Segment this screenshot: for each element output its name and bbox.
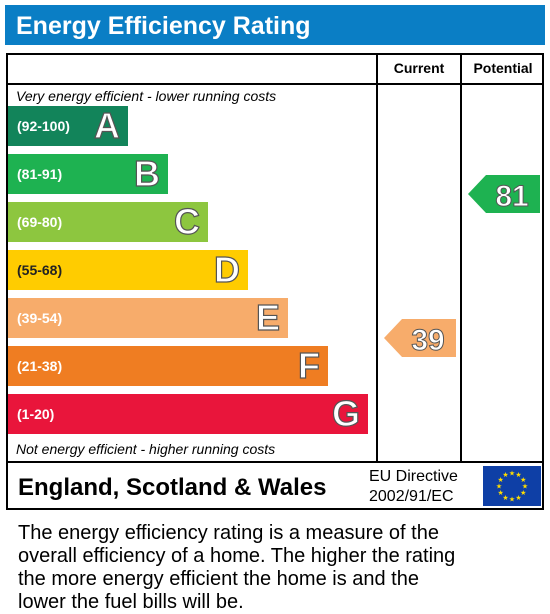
description: The energy efficiency rating is a measur… [18, 522, 538, 614]
current-rating-arrow: 39 [384, 319, 456, 358]
band-letter: B [133, 152, 160, 194]
rating-band-c: (69-80) C [8, 200, 208, 243]
band-range-label: (1-20) [17, 406, 55, 422]
star-icon: ★ [509, 470, 515, 478]
chart-title: Energy Efficiency Rating [16, 12, 311, 40]
region-label: England, Scotland & Wales [18, 474, 327, 501]
band-range-label: (55-68) [17, 262, 63, 278]
eu-directive: EU Directive 2002/91/EC [369, 467, 458, 507]
eu-stars: ★ ★★★★★★★★★★★ [496, 470, 528, 504]
rating-band-a: (92-100) A [8, 104, 128, 147]
rating-band-b: (81-91) B [8, 152, 168, 195]
rating-band-e: (39-54) E [8, 296, 288, 339]
star-icon: ★ [520, 476, 526, 484]
band-range-label: (69-80) [17, 214, 63, 230]
rating-band-g: (1-20) G [8, 392, 368, 435]
column-divider [376, 53, 378, 463]
note-not-efficient: Not energy efficient - higher running co… [16, 441, 276, 457]
footer-divider [6, 461, 544, 463]
star-icon: ★ [502, 471, 508, 479]
star-icon: ★ [498, 476, 504, 484]
star-icon: ★ [509, 496, 515, 504]
eu-directive-line-1: EU Directive [369, 468, 458, 485]
star-icon: ★ [515, 494, 521, 502]
potential-rating-value: 81 [495, 180, 528, 213]
column-divider [460, 53, 462, 463]
star-icon: ★ [502, 494, 508, 502]
title-banner: Energy Efficiency Rating [5, 5, 545, 45]
band-range-label: (39-54) [17, 310, 63, 326]
rating-band-f: (21-38) F [8, 344, 328, 387]
band-range-label: (81-91) [17, 166, 63, 182]
eu-flag-icon: ★ ★ ★ ★ ★ ★ ★ ★ ★ ★ ★ ★ [483, 466, 541, 506]
rating-table [6, 53, 544, 510]
band-letter: C [173, 200, 200, 242]
eu-directive-line-2: 2002/91/EC [369, 488, 454, 505]
description-line: The energy efficiency rating is a measur… [18, 522, 439, 544]
potential-rating-arrow: 81 [468, 175, 540, 214]
column-header-current: Current [393, 60, 445, 76]
band-letter: D [213, 248, 240, 290]
star-icon: ★ [515, 471, 521, 479]
current-rating-value: 39 [411, 324, 444, 357]
potential-rating-pointer [468, 175, 540, 213]
star-icon: ★ [522, 483, 528, 491]
description-line: overall efficiency of a home. The higher… [18, 545, 456, 567]
description-line: the more energy efficient the home is an… [18, 568, 419, 590]
star-icon: ★ [498, 489, 504, 497]
band-range-label: (21-38) [17, 358, 63, 374]
star-icon: ★ [496, 483, 502, 491]
band-letter: F [297, 344, 320, 386]
band-letter: G [331, 392, 360, 434]
current-rating-pointer [384, 319, 456, 357]
star-icon: ★ [520, 489, 526, 497]
column-header-potential: Potential [473, 60, 533, 76]
rating-band-d: (55-68) D [8, 248, 248, 291]
header-divider [6, 83, 544, 85]
description-line: lower the fuel bills will be. [18, 591, 244, 613]
band-letter: E [255, 296, 280, 338]
note-very-efficient: Very energy efficient - lower running co… [16, 88, 277, 104]
band-range-label: (92-100) [17, 118, 70, 134]
band-letter: A [93, 104, 120, 146]
